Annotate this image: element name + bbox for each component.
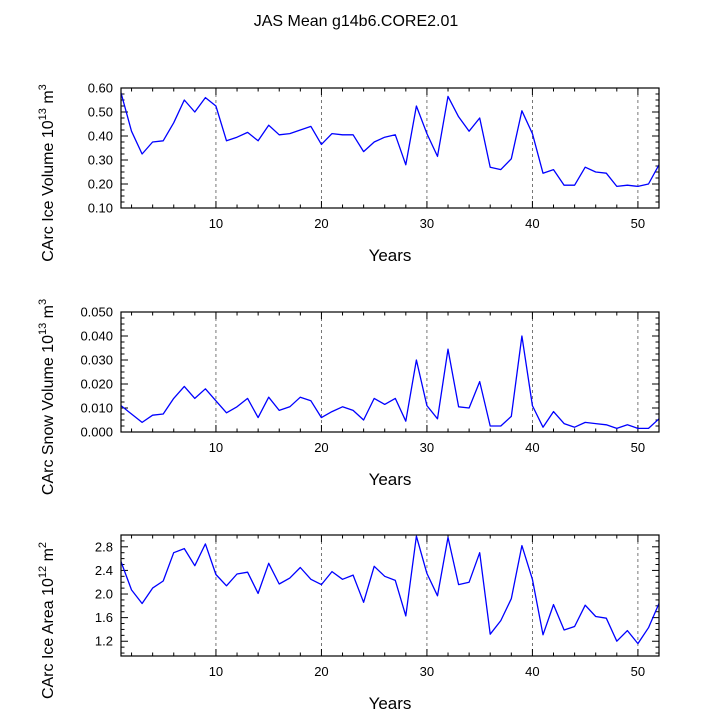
x-tick-label: 30 — [420, 664, 434, 679]
y-tick-label: 2.8 — [95, 539, 113, 554]
y-tick-label: 0.020 — [80, 377, 113, 392]
series-line — [120, 335, 660, 430]
y-axis-label: CArc Snow Volume 1013 m3 — [37, 299, 57, 495]
series-line — [120, 535, 660, 645]
y-tick-label: 0.10 — [88, 201, 113, 216]
x-axis-label: Years — [369, 694, 412, 713]
x-tick-label: 40 — [525, 664, 539, 679]
y-axis-label: CArc Ice Area 1012 m2 — [37, 542, 57, 699]
y-tick-label: 0.000 — [80, 425, 113, 440]
panel-1: 10 20 30 40 50 0.10 0.20 0.30 0.40 0.50 0.60 Years C… — [37, 81, 660, 265]
x-tick-label: 30 — [420, 216, 434, 231]
y-tick-label: 0.20 — [88, 177, 113, 192]
chart-panels: 10 20 30 40 50 0.10 0.20 0.30 0.40 0.50 0.60 Years C… — [37, 81, 660, 713]
plot-frame — [120, 87, 660, 209]
panel-3: 10 20 30 40 50 1.2 1.6 2.0 2.4 2.8 Years CArc Ice A… — [37, 534, 660, 713]
x-tick-label: 30 — [420, 440, 434, 455]
x-tick-label: 10 — [209, 664, 223, 679]
y-tick-label: 2.0 — [95, 587, 113, 602]
y-tick-label: 0.40 — [88, 129, 113, 144]
x-tick-label: 50 — [631, 216, 645, 231]
y-tick-label: 0.050 — [80, 305, 113, 320]
y-tick-label: 1.6 — [95, 610, 113, 625]
x-tick-label: 10 — [209, 216, 223, 231]
page-title: JAS Mean g14b6.CORE2.01 — [254, 13, 459, 30]
x-tick-label: 50 — [631, 440, 645, 455]
x-tick-label: 20 — [314, 216, 328, 231]
y-tick-label: 1.2 — [95, 634, 113, 649]
y-tick-label: 0.30 — [88, 153, 113, 168]
x-tick-label: 50 — [631, 664, 645, 679]
plot-frame — [120, 534, 660, 657]
y-tick-label: 2.4 — [95, 563, 113, 578]
x-tick-label: 40 — [525, 216, 539, 231]
y-tick-label: 0.60 — [88, 81, 113, 96]
y-tick-label: 0.010 — [80, 401, 113, 416]
y-tick-label: 0.040 — [80, 329, 113, 344]
x-axis-label: Years — [369, 470, 412, 489]
plot-frame — [120, 311, 660, 433]
y-tick-label: 0.50 — [88, 105, 113, 120]
y-axis-label: CArc Ice Volume 1013 m3 — [37, 84, 57, 262]
series-line — [120, 92, 660, 188]
x-tick-label: 20 — [314, 440, 328, 455]
x-tick-label: 40 — [525, 440, 539, 455]
panel-2: 10 20 30 40 50 0.000 0.010 0.020 0.030 0.040 0.050… — [37, 299, 660, 495]
x-tick-label: 20 — [314, 664, 328, 679]
y-tick-label: 0.030 — [80, 353, 113, 368]
x-axis-label: Years — [369, 246, 412, 265]
x-tick-label: 10 — [209, 440, 223, 455]
